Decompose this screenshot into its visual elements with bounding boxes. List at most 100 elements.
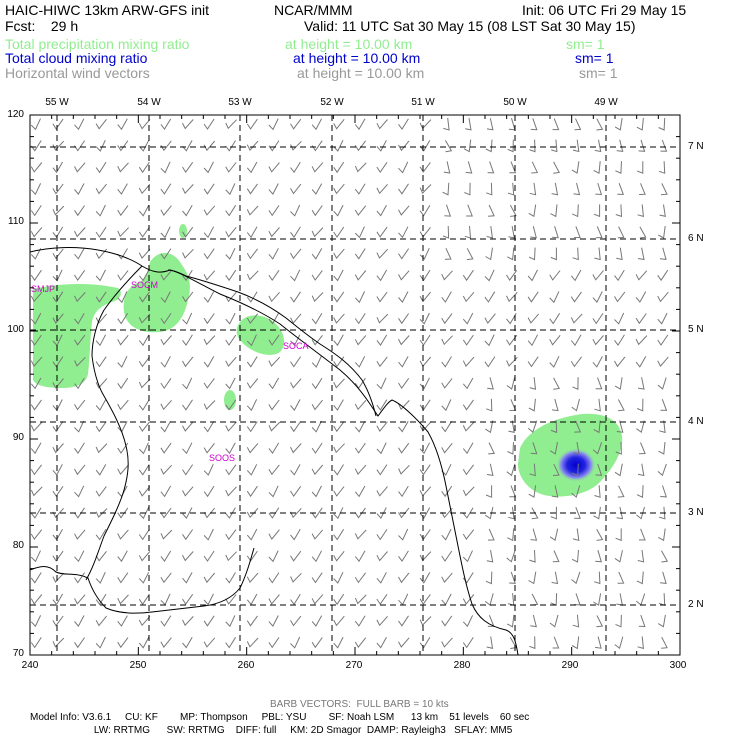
wind-barb <box>268 507 280 519</box>
wind-barb <box>290 421 302 433</box>
wind-barb <box>95 269 106 282</box>
wind-barb <box>398 313 410 325</box>
wind-barb <box>203 615 215 627</box>
wind-barb <box>333 334 344 347</box>
wind-barb <box>550 506 557 520</box>
wind-barb <box>527 420 538 433</box>
wind-barb <box>419 377 430 390</box>
wind-barb <box>95 443 108 454</box>
wind-barb <box>225 507 236 519</box>
wind-barb <box>182 594 194 605</box>
wind-barb <box>52 399 63 411</box>
wind-barb <box>529 636 536 650</box>
wind-barb <box>354 507 366 519</box>
wind-barb <box>30 377 42 390</box>
wind-barb <box>376 269 388 282</box>
wind-barb <box>268 529 280 540</box>
x-tick-label: 270 <box>345 660 363 671</box>
wind-barb <box>30 594 43 605</box>
wind-barb <box>419 399 431 411</box>
wind-barb <box>117 594 129 605</box>
wind-barb <box>74 162 86 173</box>
wind-barb <box>117 291 128 304</box>
wind-barb <box>638 614 646 628</box>
wind-barb <box>376 442 387 455</box>
field-wind-sm: sm= 1 <box>579 65 618 81</box>
wind-barb <box>398 593 409 606</box>
wind-barb <box>506 356 518 367</box>
wind-barb <box>138 248 151 259</box>
wind-barb <box>333 248 345 259</box>
wind-barb <box>160 464 173 475</box>
wind-barb <box>549 313 561 325</box>
wind-barb <box>658 441 666 455</box>
wind-barb <box>268 550 279 563</box>
wind-barb <box>333 313 345 324</box>
wind-barb <box>529 139 536 153</box>
wind-barb <box>376 615 388 627</box>
wind-barb <box>593 204 601 218</box>
wind-barb <box>592 442 603 455</box>
wind-barb <box>376 486 388 497</box>
wind-barb <box>594 247 601 261</box>
wind-barb <box>95 161 107 174</box>
wind-barb <box>203 528 214 541</box>
wind-barb <box>635 593 646 606</box>
wind-barb <box>182 399 193 411</box>
wind-barb <box>592 270 604 281</box>
wind-barb <box>506 292 518 303</box>
wind-barb <box>246 507 259 519</box>
wind-barb <box>484 356 496 368</box>
wind-barb <box>639 183 646 195</box>
wind-barb <box>657 291 669 303</box>
wind-barb <box>657 312 668 325</box>
wind-barb <box>443 117 450 131</box>
wind-barb <box>52 161 64 174</box>
field-precip-sm: sm= 1 <box>566 36 605 52</box>
wind-barb <box>52 140 65 151</box>
wind-barb <box>290 528 301 541</box>
axis-ticks <box>29 114 681 656</box>
wind-barb <box>95 313 108 324</box>
wind-barb <box>138 615 151 627</box>
wind-barb <box>160 183 172 195</box>
barb-vectors-note: BARB VECTORS: FULL BARB = 10 kts <box>270 699 449 710</box>
wind-barb <box>225 247 236 260</box>
wind-barb <box>30 118 41 131</box>
station-label: SOCA <box>283 341 309 351</box>
wind-barb <box>268 356 281 367</box>
wind-barb <box>592 291 603 303</box>
wind-barb <box>571 398 580 412</box>
wind-barb <box>74 140 86 152</box>
wind-barb <box>527 356 539 368</box>
valid-time: Valid: 11 UTC Sat 30 May 15 (08 LST Sat … <box>304 18 636 34</box>
wind-barb <box>290 269 301 282</box>
wind-barb <box>74 334 86 346</box>
wind-barb <box>246 399 258 412</box>
wind-barb <box>182 486 194 497</box>
x-tick-label: 260 <box>237 660 255 671</box>
wind-barb <box>488 442 495 455</box>
wind-barb <box>616 247 623 261</box>
wind-barb <box>138 140 150 152</box>
wind-barb <box>398 140 410 152</box>
wind-barb <box>636 485 644 498</box>
field-cloud-name: Total cloud mixing ratio <box>5 50 148 66</box>
wind-barb <box>225 269 237 282</box>
wind-barb <box>311 615 323 627</box>
wind-barb <box>160 485 172 498</box>
wind-barb <box>203 400 216 410</box>
wind-barb <box>311 162 324 173</box>
wind-barb <box>311 442 323 454</box>
wind-barb <box>182 204 193 217</box>
wind-barb <box>117 183 128 195</box>
wind-barb <box>661 636 668 649</box>
wind-barb <box>268 291 280 303</box>
wind-barb <box>508 118 516 131</box>
wind-barb <box>203 572 216 584</box>
wind-barb <box>419 356 432 368</box>
wind-barb <box>160 140 172 152</box>
wind-barbs <box>30 117 669 650</box>
wind-barb <box>354 420 366 433</box>
wind-barb <box>441 335 453 346</box>
